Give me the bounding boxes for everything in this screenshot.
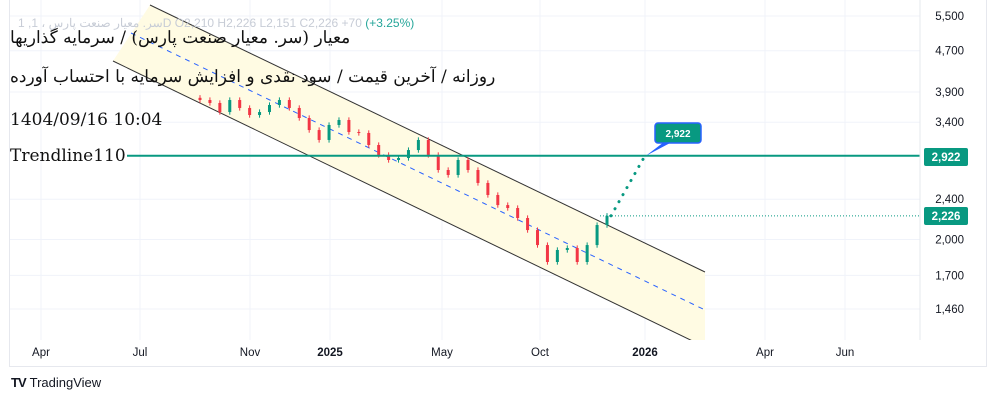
time-tick-label: Jun — [836, 347, 855, 359]
candle-body — [248, 107, 252, 116]
symbol-legend: 1 ,سر. معیار صنعت پارس ، 1D O2,210 H2,22… — [18, 16, 414, 30]
candle-body — [317, 130, 321, 140]
trendline-name: Trendline110 — [10, 146, 126, 166]
candle-body — [545, 245, 549, 263]
candle-body — [258, 112, 262, 116]
candle-body — [526, 218, 530, 231]
candle-body — [436, 154, 440, 171]
candle-body — [377, 145, 381, 155]
price-tick-label: 5,500 — [935, 11, 964, 23]
candle-body — [496, 194, 500, 206]
price-tick-label: 1,460 — [935, 304, 964, 316]
candle-body — [228, 100, 232, 113]
price-tick-label: 2,000 — [935, 234, 964, 246]
trendline-price-tag: 2,922 — [924, 148, 968, 166]
candle-body — [347, 119, 351, 133]
price-chart[interactable]: 2,922 5,500 4,700 3,900 3,400 2,400 2,000 1,70… — [0, 0, 988, 367]
candle-body — [327, 124, 331, 140]
callout-label: 2,922 — [665, 129, 690, 140]
target-callout[interactable]: 2,922 — [646, 122, 702, 156]
time-tick-label: Oct — [531, 347, 550, 359]
candle-body — [337, 119, 341, 125]
candle-body — [605, 215, 609, 226]
price-tick-label: 3,900 — [935, 87, 964, 99]
price-tick-label: 1,700 — [935, 270, 964, 282]
candle-body — [238, 100, 242, 108]
price-tick-label: 4,700 — [935, 46, 964, 58]
legend-change: (+3.25%) — [365, 16, 415, 30]
chart-subtitle: روزانه / آخرین قیمت / سود نقدی و افزایش … — [10, 67, 496, 87]
tradingview-logo[interactable]: TV TradingView — [11, 375, 101, 390]
candle-body — [486, 182, 490, 195]
channel-midline[interactable] — [130, 32, 706, 311]
chart-datetime: 1404/09/16 10:04 — [10, 110, 163, 130]
candle-body — [307, 117, 311, 131]
candle-body — [218, 102, 222, 113]
candle-body — [406, 150, 410, 158]
channel-upper-line[interactable] — [149, 4, 706, 273]
trendline-price-badge — [924, 148, 968, 166]
time-tick-label: Apr — [32, 347, 50, 359]
candle-body — [387, 154, 391, 160]
tradingview-logo-icon: TV — [11, 375, 27, 390]
projection-dotted-path[interactable] — [609, 154, 647, 218]
candle-body — [208, 100, 212, 103]
time-tick-label: 2026 — [632, 347, 658, 359]
candle-body — [595, 225, 599, 246]
price-tick-label: 2,400 — [935, 194, 964, 206]
candle-body — [506, 205, 510, 209]
candle-body — [456, 159, 460, 175]
last-price-badge — [924, 207, 968, 225]
time-tick-label: Jul — [133, 347, 148, 359]
candle-body — [426, 139, 430, 155]
candle-body — [267, 105, 271, 113]
candle-body — [357, 132, 361, 134]
candle-body — [297, 107, 301, 118]
callout-pointer — [646, 142, 672, 156]
price-axis[interactable]: 5,500 4,700 3,900 3,400 2,400 2,000 1,700 1,460 — [935, 11, 964, 316]
time-tick-label: Apr — [756, 347, 774, 359]
price-tick-label: 3,400 — [935, 117, 964, 129]
candle-body — [555, 249, 559, 263]
legend-ohlc: O2,210 H2,226 L2,151 C2,226 +70 — [174, 16, 362, 30]
candle-body — [565, 248, 569, 250]
candle-body — [585, 245, 589, 263]
candle-body — [416, 139, 420, 151]
candle-body — [198, 97, 202, 101]
candle-body — [367, 132, 371, 146]
candle-body — [536, 230, 540, 246]
time-tick-label: 2025 — [317, 347, 343, 359]
regression-channel-fill — [113, 5, 705, 340]
chart-title: معیار (سر. معیار صنعت پارس) / سرمایه گذا… — [10, 28, 351, 48]
candle-body — [277, 100, 281, 106]
channel-lower-line[interactable] — [112, 60, 705, 347]
callout-box — [654, 122, 702, 144]
chart-frame — [9, 0, 987, 367]
last-price-tag: 2,226 — [924, 207, 968, 225]
legend-symbol: 1 ,سر. معیار صنعت پارس ، 1D — [18, 16, 172, 30]
candle-body — [397, 157, 401, 160]
candle-body — [516, 208, 520, 219]
candle-body — [476, 170, 480, 183]
trendline-price-text: 2,922 — [932, 152, 961, 164]
time-tick-label: Nov — [240, 347, 261, 359]
last-price-text: 2,226 — [932, 211, 961, 223]
candle-body — [466, 159, 470, 171]
candle-body — [446, 170, 450, 175]
candles — [198, 95, 609, 265]
time-axis[interactable]: Apr Jul Nov 2025 May Oct 2026 Apr Jun — [32, 347, 854, 359]
candle-body — [575, 248, 579, 263]
candle-body — [287, 100, 291, 108]
time-tick-label: May — [431, 347, 453, 359]
brand-name: TradingView — [29, 375, 102, 390]
